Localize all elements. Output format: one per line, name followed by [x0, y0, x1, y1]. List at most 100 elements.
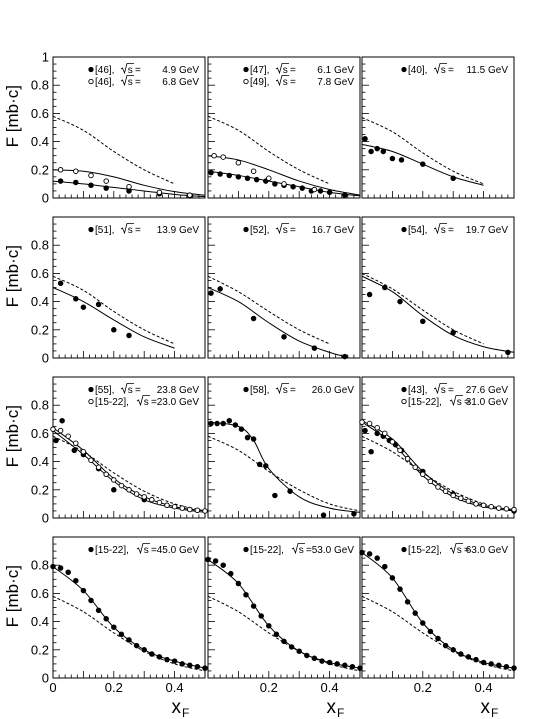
x-axis-title: x [327, 697, 337, 718]
filled-data-point [397, 298, 403, 305]
equals-sign: = [151, 545, 157, 556]
open-data-point [442, 488, 449, 494]
equals-sign: = [135, 385, 141, 396]
y-tick-label: 0.4 [31, 294, 49, 309]
open-data-point [366, 420, 373, 427]
dashed-curve [52, 275, 175, 345]
x-axis-title: x [481, 697, 491, 718]
legend-marker [88, 546, 94, 553]
open-data-point [88, 457, 94, 463]
sqrt-s-symbol: s = [275, 75, 296, 88]
panel-5: [52], s = 16.7 GeV [207, 216, 361, 360]
filled-data-point [342, 353, 348, 360]
dashed-curve [207, 435, 361, 512]
filled-data-point [118, 631, 125, 638]
filled-data-point [88, 597, 94, 604]
y-tick-label: 0.8 [31, 78, 49, 93]
x-tick-label: 0 [49, 680, 56, 695]
filled-data-point [488, 661, 494, 667]
panels-group: 00.20.40.60.81[46], s = 4.9 GeV[46], s = 6.8 G… [31, 50, 517, 695]
filled-data-point [366, 551, 373, 557]
filled-data-point [95, 301, 102, 308]
plot-frame [207, 376, 361, 519]
filled-data-point [250, 436, 257, 442]
filled-data-point [73, 179, 79, 186]
y-tick-label: 0.8 [31, 238, 49, 253]
sqrt-sign [449, 543, 463, 555]
legend-energy: 6.1 GeV [317, 65, 354, 76]
filled-data-point [427, 628, 434, 635]
y-tick-label: 0 [42, 191, 49, 206]
filled-data-point [208, 169, 214, 176]
y-tick-label: 0 [42, 511, 49, 526]
sqrt-s-symbol: s = [291, 543, 312, 556]
legend-ref: [58], [250, 385, 269, 396]
open-data-point [133, 491, 140, 497]
legend-ref: [40], [408, 65, 427, 76]
legend-ref: [54], [408, 225, 427, 236]
equals-sign: = [448, 225, 454, 236]
filled-data-point [220, 420, 226, 427]
legend-ref: [15-22], [408, 545, 442, 556]
dashed-curve [361, 435, 515, 512]
sqrt-sign [120, 63, 134, 75]
fit-curve [361, 275, 515, 353]
filled-data-point [317, 188, 324, 194]
filled-data-point [290, 183, 296, 190]
filled-data-point [73, 577, 79, 584]
filled-data-point [404, 599, 411, 605]
open-data-point [266, 175, 272, 182]
sqrt-s-symbol: s = [136, 395, 157, 408]
dashed-curve [207, 595, 361, 672]
filled-data-point [319, 658, 325, 664]
filled-data-point [450, 647, 456, 653]
y-axis-title: F [mb·c] [3, 565, 22, 627]
legend-marker [88, 386, 94, 393]
sqrt-s-symbol: s = [433, 63, 454, 76]
open-data-point [141, 494, 147, 500]
filled-data-point [368, 148, 374, 155]
filled-data-point [111, 487, 117, 493]
filled-data-point [59, 417, 65, 424]
filled-data-point [412, 610, 418, 616]
sqrt-sign [136, 543, 150, 555]
equals-sign: = [290, 225, 296, 236]
filled-data-point [126, 637, 132, 643]
filled-data-point [374, 555, 380, 561]
open-data-point [95, 464, 102, 470]
filled-data-point [435, 635, 441, 642]
legend-marker [243, 226, 249, 233]
dashed-curve [361, 117, 484, 185]
filled-data-point [208, 420, 214, 427]
legend-energy: 53.0 GeV [312, 545, 355, 556]
open-data-point [427, 478, 434, 485]
legend-energy: 27.6 GeV [466, 385, 509, 396]
open-data-point [103, 471, 109, 478]
filled-data-point [389, 575, 396, 581]
filled-data-point [359, 549, 365, 556]
filled-data-point [235, 174, 242, 180]
legend-marker [88, 78, 94, 85]
equals-sign: = [290, 77, 296, 88]
filled-data-point [226, 172, 233, 179]
filled-data-point [57, 178, 64, 184]
filled-data-point [420, 161, 426, 167]
open-data-point [480, 502, 487, 509]
sqrt-sign [275, 383, 289, 395]
sqrt-s-letter: s [441, 225, 446, 236]
legend-energy: 63.0 GeV [466, 545, 509, 556]
legend-marker [243, 66, 249, 73]
filled-data-point [397, 586, 403, 592]
sqrt-sign [275, 223, 289, 235]
x-axis-title-subscript: F [491, 706, 498, 719]
open-data-point [496, 505, 502, 511]
open-data-point [250, 168, 257, 174]
filled-data-point [273, 631, 280, 638]
legend-energy: 4.9 GeV [162, 65, 199, 76]
x-tick-label: 0.2 [414, 680, 432, 695]
x-tick-label: 0.2 [105, 680, 123, 695]
legend-energy: 31.0 GeV [466, 397, 509, 408]
filled-data-point [103, 185, 109, 191]
equals-sign: = [135, 225, 141, 236]
y-axis-title: F [mb·c] [3, 405, 22, 467]
